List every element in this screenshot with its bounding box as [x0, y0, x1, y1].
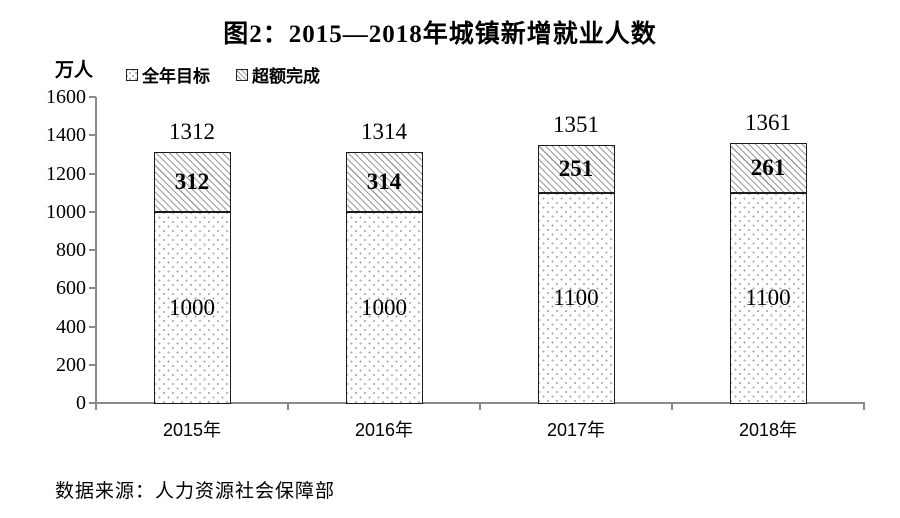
x-tick-mark [287, 404, 289, 410]
data-source: 数据来源：人力资源社会保障部 [55, 481, 336, 502]
legend-swatch-dots [126, 68, 138, 81]
bar-target-value-label: 1000 [361, 294, 407, 320]
x-tick-mark [671, 404, 673, 410]
chart-title: 图2：2015—2018年城镇新增就业人数 [223, 21, 657, 48]
bar-segment-excess: 314 [345, 151, 423, 212]
legend: 全年目标 超额完成 [126, 62, 320, 87]
bar-segment-excess: 312 [153, 152, 231, 212]
bar-segment-excess: 261 [729, 142, 807, 193]
legend-swatch-hatch [236, 68, 248, 81]
legend-item: 超额完成 [236, 62, 320, 87]
x-tick-mark [479, 404, 481, 410]
bar-target-value-label: 1100 [553, 285, 599, 311]
x-tick-mark [863, 404, 865, 410]
bar-segment-target: 1000 [153, 211, 231, 404]
bar-excess-value-label: 251 [558, 155, 594, 181]
y-tick-label: 400 [56, 315, 86, 338]
legend-item-label: 超额完成 [252, 67, 320, 86]
x-category-label: 2017年 [546, 420, 606, 440]
y-tick-label: 600 [56, 277, 86, 300]
bar-segment-target: 1100 [537, 192, 615, 404]
y-axis-unit-label: 万人 [55, 60, 94, 81]
bar-segment-target: 1100 [729, 192, 807, 404]
x-category-label: 2015年 [162, 420, 222, 440]
x-category-label: 2018年 [738, 420, 798, 440]
bar-total-label: 1314 [361, 118, 407, 144]
bar-target-value-label: 1100 [745, 285, 791, 311]
x-tick-mark [95, 404, 97, 410]
bar-excess-value-label: 314 [366, 168, 402, 194]
bar-total-label: 1361 [745, 109, 791, 135]
y-tick-label: 800 [56, 239, 86, 261]
y-tick-label: 1200 [46, 162, 86, 185]
y-tick-mark [89, 325, 96, 328]
y-tick-label: 1400 [46, 124, 86, 147]
bar-excess-value-label: 312 [174, 168, 210, 194]
y-tick-mark [89, 363, 96, 366]
y-tick-label: 0 [76, 392, 86, 414]
legend-item: 全年目标 [126, 62, 210, 87]
bar-segment-excess: 251 [537, 144, 615, 193]
x-category-label: 2016年 [354, 420, 414, 440]
y-tick-mark [89, 210, 96, 213]
y-tick-label: 1600 [46, 86, 86, 108]
y-axis-line [95, 97, 97, 404]
y-tick-label: 1000 [46, 200, 86, 223]
bar-total-label: 1351 [553, 111, 599, 137]
bar-total-label: 1312 [169, 119, 215, 145]
bar-segment-target: 1000 [345, 211, 423, 404]
y-tick-mark [89, 249, 96, 251]
y-tick-mark [89, 134, 96, 137]
x-axis-line [95, 402, 865, 404]
y-tick-label: 200 [56, 353, 86, 376]
y-tick-mark [89, 172, 96, 175]
bar-excess-value-label: 261 [750, 154, 786, 180]
y-tick-mark [89, 96, 96, 98]
y-tick-mark [89, 287, 96, 290]
y-tick-mark [89, 402, 96, 404]
bar-target-value-label: 1000 [169, 294, 215, 320]
legend-item-label: 全年目标 [142, 67, 210, 86]
